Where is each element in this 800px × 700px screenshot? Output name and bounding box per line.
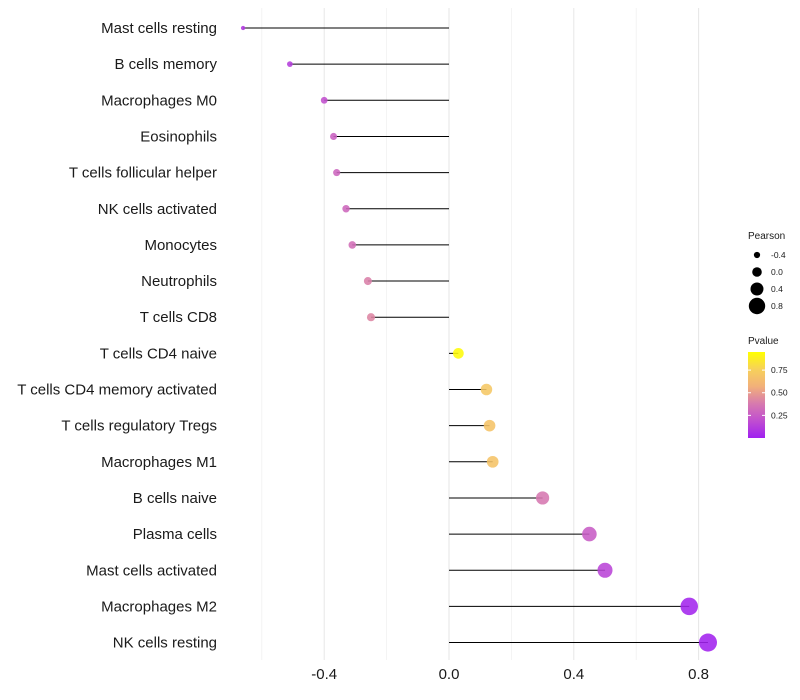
lollipop-point	[536, 491, 550, 505]
x-tick-label: 0.8	[688, 666, 709, 683]
lollipop-point	[582, 526, 597, 542]
lollipop-point	[333, 169, 341, 177]
category-label: T cells regulatory Tregs	[61, 418, 217, 435]
category-label: Plasma cells	[133, 526, 217, 543]
x-tick-label: 0.0	[439, 666, 460, 683]
colorbar-tick-label: 0.50	[771, 388, 788, 398]
category-label: Eosinophils	[140, 128, 217, 145]
category-label: T cells CD8	[140, 309, 217, 326]
colorbar-tick-label: 0.75	[771, 365, 788, 375]
size-legend-label: -0.4	[771, 250, 786, 260]
lollipop-point	[342, 205, 350, 213]
color-legend: Pvalue 0.25 0.50 0.75	[748, 336, 788, 438]
category-label: Macrophages M1	[101, 454, 217, 471]
lollipop-point	[453, 347, 464, 359]
lollipop-point	[287, 61, 293, 68]
lollipop-point	[348, 241, 357, 249]
size-legend-label: 0.4	[771, 284, 783, 294]
category-label: B cells naive	[133, 490, 217, 507]
lollipop-point	[486, 455, 499, 468]
lollipop-point	[366, 313, 376, 322]
lollipop-point	[240, 25, 246, 31]
color-legend-title: Pvalue	[748, 336, 779, 347]
category-label: T cells CD4 memory activated	[17, 382, 217, 399]
lollipop-points	[240, 25, 718, 652]
lollipop-point	[483, 419, 496, 432]
lollipop-point	[698, 633, 718, 652]
category-label: Macrophages M0	[101, 92, 217, 109]
category-label: Neutrophils	[141, 273, 217, 290]
colorbar-tick-label: 0.25	[771, 410, 788, 420]
category-label: Mast cells activated	[86, 562, 217, 579]
size-legend: Pearson -0.4 0.0 0.4 0.8	[748, 231, 786, 315]
category-label: T cells follicular helper	[69, 165, 217, 182]
grid-lines	[261, 8, 700, 660]
lollipop-point	[320, 96, 328, 104]
lollipop-stems	[243, 27, 708, 644]
size-legend-label: 0.0	[771, 267, 783, 277]
category-label: T cells CD4 naive	[100, 345, 217, 362]
category-label: Macrophages M2	[101, 598, 217, 615]
size-legend-title: Pearson	[748, 231, 785, 242]
pvalue-colorbar	[748, 352, 765, 438]
size-legend-key	[748, 297, 766, 315]
x-tick-label: -0.4	[311, 666, 337, 683]
lollipop-point	[597, 562, 613, 578]
size-legend-key	[750, 282, 764, 296]
category-label: B cells memory	[114, 56, 217, 73]
x-tick-label: 0.4	[563, 666, 584, 683]
lollipop-point	[480, 383, 493, 396]
lollipop-point	[330, 132, 338, 140]
size-legend-key	[753, 251, 761, 259]
lollipop-point	[363, 277, 372, 286]
size-legend-label: 0.8	[771, 301, 783, 311]
category-label: Mast cells resting	[101, 20, 217, 37]
size-legend-key	[752, 267, 762, 277]
category-label: NK cells resting	[113, 635, 217, 652]
lollipop-point	[680, 597, 698, 616]
x-axis-tick-labels: -0.4 0.0 0.4 0.8	[311, 666, 709, 683]
category-labels: Mast cells resting B cells memory Macropha…	[17, 20, 217, 652]
category-label: Monocytes	[144, 237, 217, 254]
category-label: NK cells activated	[98, 201, 217, 218]
